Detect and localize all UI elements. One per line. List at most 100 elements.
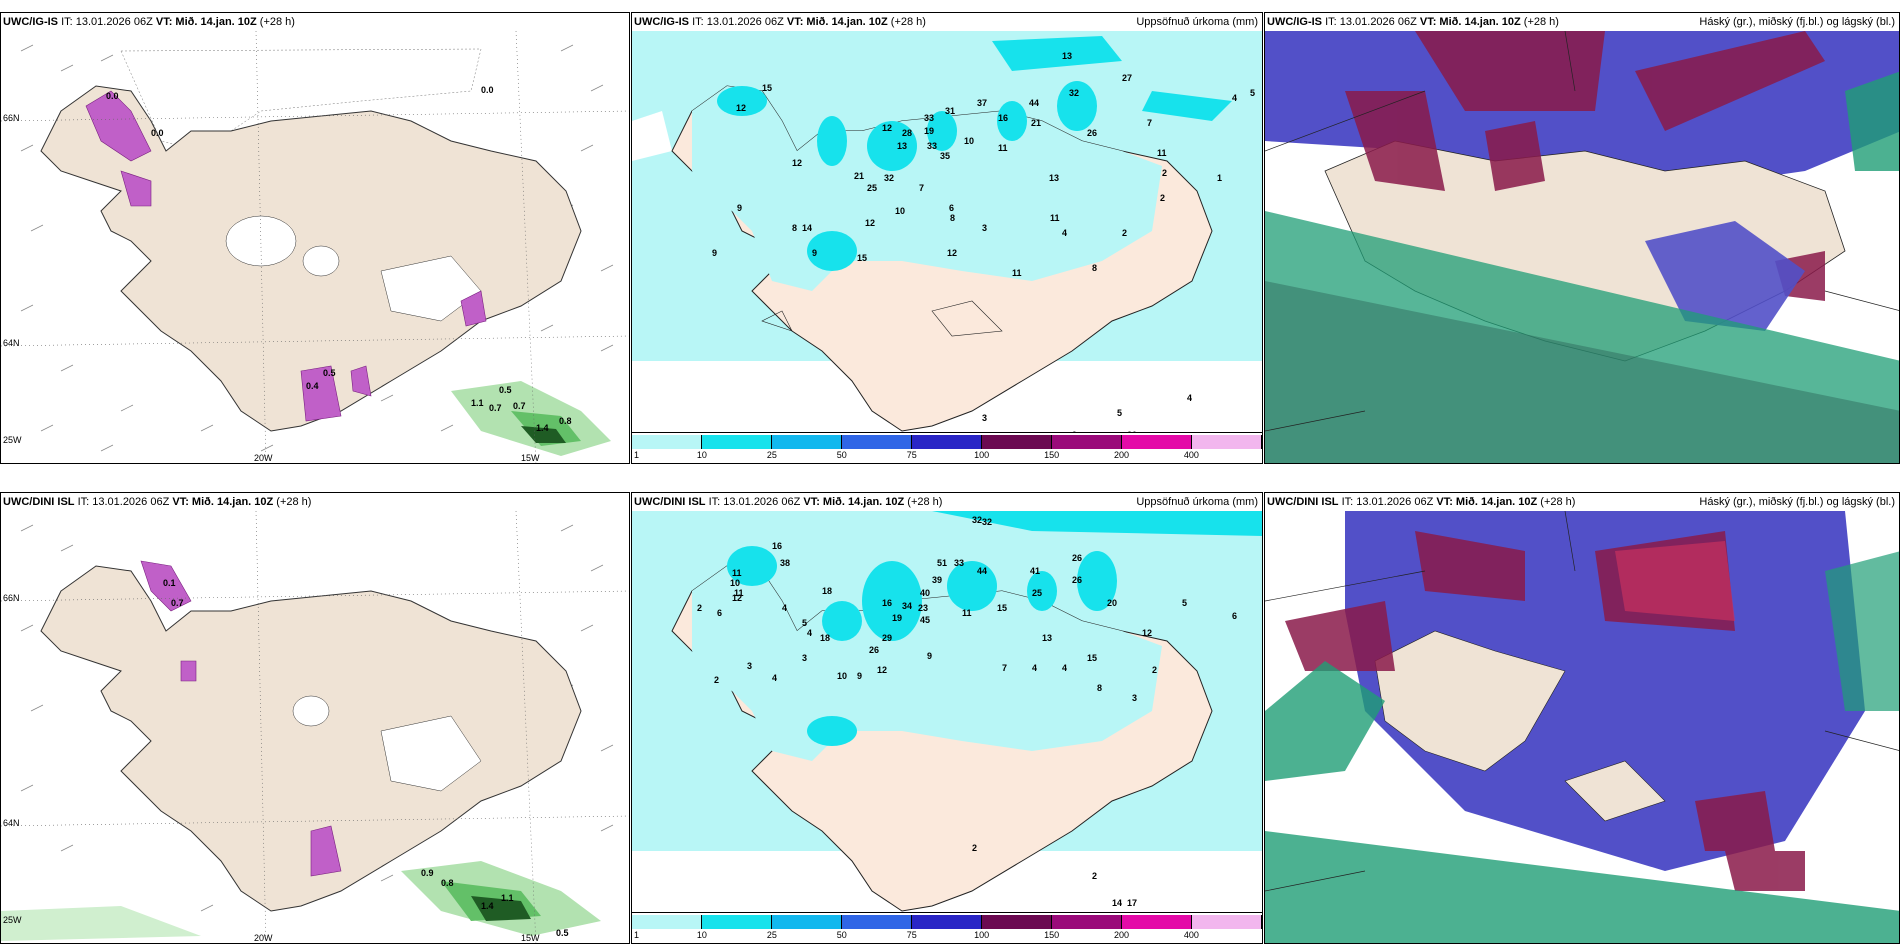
snow-value: 0.0 — [151, 128, 164, 138]
panel-top-mid-precip: UWC/IG-IS IT: 13.01.2026 06Z VT: Mið. 14… — [631, 12, 1263, 464]
precip-value: 33 — [927, 141, 937, 151]
precip-value: 39 — [932, 575, 942, 585]
precip-value: 11 — [1157, 148, 1167, 158]
precip-value: 16 — [998, 113, 1008, 123]
precip-value: 4 — [807, 628, 812, 638]
legend-tick: 400 — [1183, 930, 1199, 940]
precip-value: 9 — [927, 651, 932, 661]
precip-value: 10 — [895, 206, 905, 216]
legend-tick: 25 — [766, 930, 777, 940]
precip-value: 16 — [882, 598, 892, 608]
snow-value: 1.4 — [481, 901, 494, 911]
precip-value: 15 — [1087, 653, 1097, 663]
precip-value: 41 — [1030, 566, 1040, 576]
precip-value: 12 — [1142, 628, 1152, 638]
legend-swatch — [842, 915, 912, 929]
precip-value: 8 — [1092, 263, 1097, 273]
precip-value: 10 — [964, 136, 974, 146]
snow-hatch-area — [120, 48, 482, 152]
precip-value: 33 — [924, 113, 934, 123]
precip-value: 32 — [972, 515, 982, 525]
precip-value: 28 — [902, 128, 912, 138]
legend-swatch — [702, 915, 772, 929]
precip-value: 37 — [977, 98, 987, 108]
precip-value: 21 — [854, 171, 864, 181]
snow-value: 0.7 — [171, 598, 184, 608]
precip-value: 14 — [1112, 898, 1122, 908]
legend-swatch — [982, 915, 1052, 929]
snow-value: 1.1 — [501, 893, 514, 903]
precip-value: 44 — [1029, 98, 1039, 108]
precip-value: 6 — [949, 203, 954, 213]
snow-value: 0.8 — [441, 878, 454, 888]
map-canvas: 0.0 0.0 0.0 0.5 0.4 1.1 0.7 0.7 0.5 0.8 … — [1, 31, 629, 463]
lat-label: 25W — [3, 915, 22, 925]
precip-value: 40 — [920, 588, 930, 598]
lon-label: 15W — [521, 933, 540, 943]
legend-tick: 200 — [1113, 450, 1130, 460]
snow-intensity-patches — [85, 90, 487, 422]
panel-bottom-left-snow: UWC/DINI ISL IT: 13.01.2026 06Z VT: Mið.… — [0, 492, 630, 944]
legend-tick: 25 — [766, 450, 777, 460]
precip-value: 44 — [977, 566, 987, 576]
precip-value: 13 — [1042, 633, 1052, 643]
legend-tick: 200 — [1113, 930, 1130, 940]
precip-value: 10 — [730, 578, 740, 588]
iceland-land — [40, 565, 582, 912]
precip-value: 10 — [837, 671, 847, 681]
panel-top-left-snow: UWC/IG-IS IT: 13.01.2026 06Z VT: Mið. 14… — [0, 12, 630, 464]
precip-value: 2 — [714, 675, 719, 685]
precip-value: 15 — [997, 603, 1007, 613]
precip-value: 12 — [947, 248, 957, 258]
legend-tick: 150 — [1044, 930, 1060, 940]
precip-value: 2 — [1092, 871, 1097, 881]
precip-value: 8 — [950, 213, 955, 223]
precip-value: 4 — [782, 603, 787, 613]
precip-heavy-patches — [717, 81, 1097, 271]
precip-value: 21 — [1031, 118, 1041, 128]
panel-title: UWC/DINI ISL IT: 13.01.2026 06Z VT: Mið.… — [3, 496, 312, 508]
precip-value: 3 — [802, 653, 807, 663]
snow-value: 0.4 — [306, 381, 319, 391]
precip-value: 27 — [1122, 73, 1132, 83]
legend-swatch — [1122, 435, 1192, 449]
precip-value: 18 — [822, 586, 832, 596]
precip-value: 12 — [882, 123, 892, 133]
precip-value: 26 — [869, 645, 879, 655]
precip-value: 4 — [1187, 393, 1192, 403]
lat-label: 66N — [3, 593, 20, 603]
precip-value: 34 — [902, 601, 912, 611]
precip-value: 8 — [792, 223, 797, 233]
lat-label: 25W — [3, 435, 22, 445]
snow-value: 0.7 — [489, 403, 502, 413]
legend-swatch — [772, 915, 842, 929]
legend-swatch — [632, 915, 702, 929]
lat-label: 66N — [3, 113, 20, 123]
legend-tick: 1 — [634, 450, 640, 460]
lat-label: 64N — [3, 338, 20, 348]
iceland-land — [1374, 630, 1566, 772]
precip-value: 19 — [892, 613, 902, 623]
panel-right-title: Háský (gr.), miðský (fj.bl.) og lágský (… — [1699, 16, 1895, 28]
precip-legend: 1 10 25 50 75 100 150 200 400 — [632, 432, 1262, 463]
map-canvas — [1265, 511, 1899, 943]
precip-value: 14 — [802, 223, 812, 233]
precip-value: 15 — [762, 83, 772, 93]
precip-value: 3 — [982, 223, 987, 233]
precip-value: 12 — [736, 103, 746, 113]
precip-value: 15 — [857, 253, 867, 263]
precip-value: 9 — [737, 203, 742, 213]
panel-right-title: Uppsöfnuð úrkoma (mm) — [1136, 16, 1258, 28]
precip-value: 9 — [857, 671, 862, 681]
panel-bottom-right-clouds: UWC/DINI ISL IT: 13.01.2026 06Z VT: Mið.… — [1264, 492, 1900, 944]
wind-barbs — [20, 44, 614, 452]
legend-tick: 50 — [836, 930, 847, 940]
precip-value: 2 — [1162, 168, 1167, 178]
precip-value: 7 — [1002, 663, 1007, 673]
precip-value: 3 — [1132, 693, 1137, 703]
panel-title: UWC/IG-IS IT: 13.01.2026 06Z VT: Mið. 14… — [634, 16, 926, 28]
panel-bottom-mid-precip: UWC/DINI ISL IT: 13.01.2026 06Z VT: Mið.… — [631, 492, 1263, 944]
legend-tick: 150 — [1044, 450, 1060, 460]
precip-value: 2 — [1160, 193, 1165, 203]
precip-value: 23 — [918, 603, 928, 613]
